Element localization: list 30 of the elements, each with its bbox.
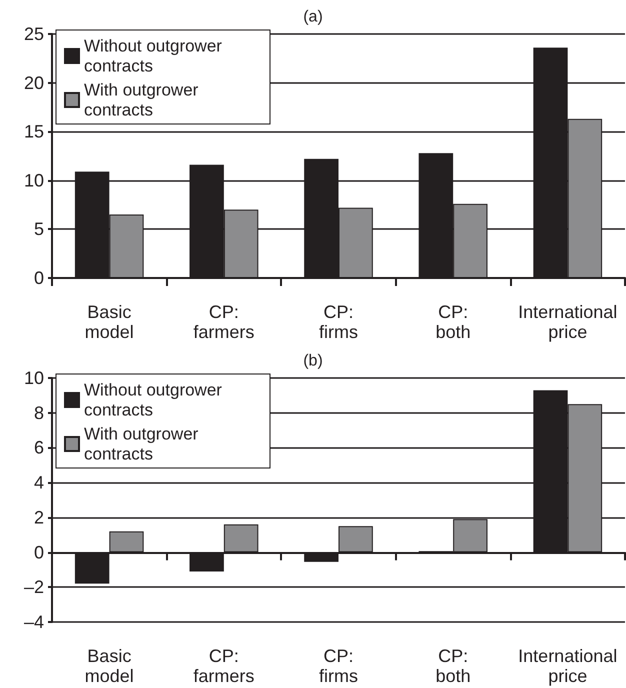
y-tick-label: 20 [24, 72, 44, 93]
x-tick-label: CP: both [436, 646, 471, 686]
x-tick-label: CP: firms [319, 302, 358, 342]
y-tick-label: 15 [24, 122, 44, 142]
y-tick-label: –4 [24, 612, 44, 632]
y-tick-label: 6 [34, 438, 44, 458]
y-tick-label: 8 [34, 402, 44, 423]
x-tick-label: CP: both [436, 302, 471, 342]
chart-title: (a) [303, 8, 323, 26]
y-tick-label: –2 [24, 577, 44, 598]
y-tick-label: 0 [34, 542, 44, 562]
legend-label: With outgrower contracts [84, 424, 204, 464]
legend-label: With outgrower contracts [84, 80, 204, 120]
chart-title: (b) [303, 352, 323, 370]
x-tick-label: CP: firms [319, 646, 358, 686]
x-tick-label: Basic model [84, 646, 134, 686]
x-tick-label: CP: farmers [193, 646, 254, 686]
y-tick-label: 10 [24, 170, 44, 190]
x-tick-label: Basic model [84, 302, 134, 342]
y-tick-label: 10 [24, 368, 44, 388]
y-tick-label: 5 [34, 219, 44, 240]
x-tick-label: International price [518, 646, 618, 686]
legend-label: Without outgrower contracts [84, 380, 227, 420]
y-tick-label: 2 [34, 507, 44, 528]
y-tick-label: 0 [34, 268, 44, 288]
legend-label: Without outgrower contracts [84, 36, 227, 76]
x-tick-label: CP: farmers [193, 302, 254, 342]
x-tick-label: International price [518, 302, 618, 342]
y-tick-label: 25 [24, 24, 44, 44]
y-tick-label: 4 [34, 472, 44, 493]
